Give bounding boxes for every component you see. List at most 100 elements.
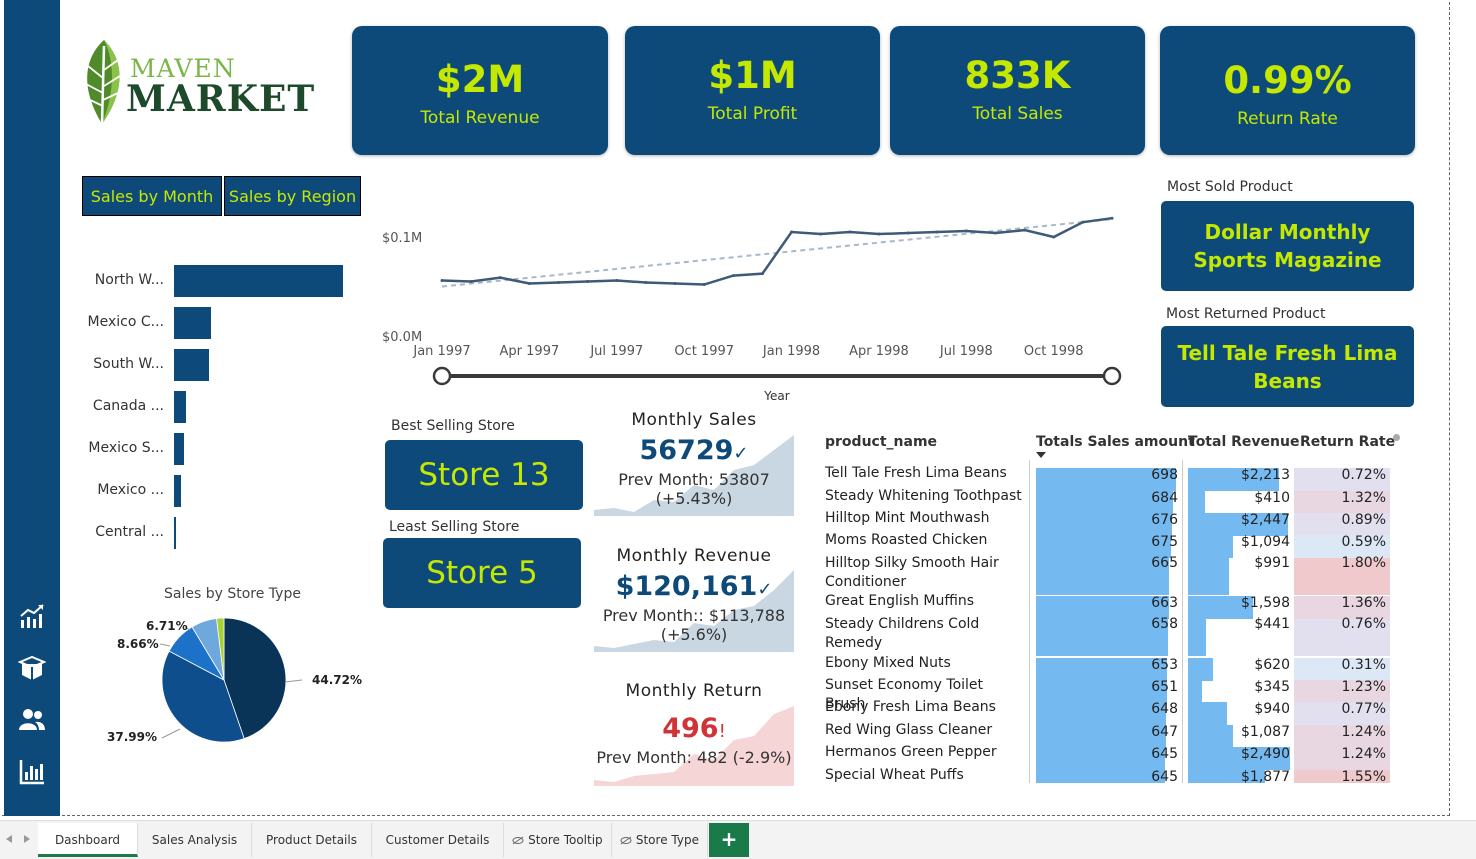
tab-scroll-left-icon[interactable] (6, 835, 12, 843)
region-bar[interactable] (174, 391, 186, 423)
line-point[interactable] (993, 231, 997, 235)
users-icon[interactable] (18, 706, 46, 734)
best-store-card: Store 13 (385, 440, 583, 510)
col-header-sales[interactable]: Totals Sales amount (1036, 434, 1195, 450)
tab-label: Customer Details (385, 833, 490, 847)
store-type-pie-chart[interactable]: 44.72% 37.99% 8.66% 6.71% (90, 605, 380, 780)
tab-sales-analysis[interactable]: Sales Analysis (138, 823, 252, 857)
region-label: Mexico C... (87, 314, 164, 330)
tab-label: Dashboard (54, 833, 121, 847)
sales-databar (1036, 702, 1166, 725)
region-bar[interactable] (174, 265, 343, 297)
line-point[interactable] (527, 282, 531, 286)
slider-end-handle[interactable] (1102, 366, 1122, 386)
card-value: 56729 (639, 435, 734, 466)
revenue-databar (1188, 680, 1203, 703)
region-bar[interactable] (174, 433, 185, 465)
line-point[interactable] (760, 272, 764, 276)
line-point[interactable] (440, 279, 444, 283)
pie-label: 6.71% (146, 619, 188, 633)
more-options-icon[interactable] (1393, 434, 1400, 441)
line-point[interactable] (848, 230, 852, 234)
return-rate-bg (1294, 702, 1390, 725)
line-point[interactable] (615, 279, 619, 283)
line-point[interactable] (877, 232, 881, 236)
return-rate-bg (1294, 725, 1390, 748)
line-point[interactable] (819, 232, 823, 236)
revenue-databar (1188, 747, 1290, 770)
tab-scroll-right-icon[interactable] (24, 835, 30, 843)
region-bar[interactable] (174, 349, 210, 381)
slider-start-handle[interactable] (432, 366, 452, 386)
product-name-cell: Steady Childrens Cold Remedy (825, 616, 980, 651)
sales-amount-cell: 658 (1151, 616, 1178, 632)
tab-customer-details[interactable]: Customer Details (372, 823, 504, 857)
kpi-label: Total Sales (972, 104, 1063, 124)
alert-icon: ! (718, 721, 726, 742)
tab-product-details[interactable]: Product Details (252, 823, 372, 857)
line-point[interactable] (906, 231, 910, 235)
line-point[interactable] (702, 283, 706, 287)
most-sold-label: Most Sold Product (1167, 179, 1293, 195)
region-bar[interactable] (174, 517, 176, 549)
tab-store-tooltip[interactable]: Store Tooltip (504, 823, 612, 857)
line-point[interactable] (731, 274, 735, 278)
sales-by-month-button[interactable]: Sales by Month (82, 176, 222, 216)
tab-store-type[interactable]: Store Type (612, 823, 708, 857)
line-point[interactable] (586, 280, 590, 284)
return-rate-cell: 0.72% (1341, 467, 1386, 483)
col-header-product[interactable]: product_name (825, 434, 938, 450)
pie-label: 37.99% (107, 730, 157, 744)
x-tick: Oct 1998 (1024, 344, 1084, 359)
revenue-databar (1188, 513, 1289, 536)
add-page-button[interactable]: + (709, 823, 749, 857)
product-name-cell: Ebony Mixed Nuts (825, 655, 951, 671)
logo-text-top: MAVEN (130, 54, 236, 83)
line-point[interactable] (935, 230, 939, 234)
trend-chart-icon[interactable] (18, 602, 46, 630)
region-bar[interactable] (174, 475, 181, 507)
return-rate-bg (1294, 658, 1390, 681)
line-point[interactable] (1110, 216, 1114, 220)
line-point[interactable] (964, 229, 968, 233)
line-point[interactable] (1052, 235, 1056, 239)
monthly-return-card: Monthly Return 496! Prev Month: 482 (-2.… (594, 681, 794, 767)
card-value: $120,161 (615, 571, 758, 602)
region-label: Mexico S... (88, 440, 164, 456)
pie-slice[interactable] (216, 617, 225, 681)
pie-slice[interactable] (223, 617, 287, 740)
region-label: Mexico ... (97, 482, 164, 498)
least-store-card: Store 5 (383, 538, 581, 608)
sales-by-month-line-chart[interactable]: $0.1M $0.0M Jan 1997 Apr 1997 Jul 1997 Oct … (370, 200, 1140, 410)
return-rate-bg (1294, 491, 1390, 514)
sales-databar (1036, 491, 1174, 514)
box-icon[interactable] (18, 654, 46, 682)
line-point[interactable] (1023, 228, 1027, 232)
pie-slice[interactable] (161, 650, 245, 743)
card-title: Monthly Return (625, 681, 763, 701)
line-point[interactable] (790, 230, 794, 234)
line-point[interactable] (673, 282, 677, 286)
leader-line (159, 643, 171, 647)
line-point[interactable] (557, 281, 561, 285)
kpi-total-sales: 833K Total Sales (890, 26, 1145, 155)
col-header-return-rate[interactable]: Return Rate (1300, 434, 1396, 450)
x-axis-title: Year (763, 389, 789, 403)
product-table[interactable]: product_name Totals Sales amount Total R… (820, 430, 1400, 783)
card-title: Monthly Revenue (616, 546, 772, 566)
bar-chart-icon[interactable] (18, 758, 46, 786)
return-rate-cell: 1.36% (1341, 595, 1386, 611)
line-point[interactable] (498, 276, 502, 280)
region-bar[interactable] (174, 307, 212, 339)
revenue-databar (1188, 558, 1229, 595)
tab-dashboard[interactable]: Dashboard (38, 823, 138, 857)
sales-by-region-button[interactable]: Sales by Region (224, 176, 361, 216)
sort-desc-icon[interactable] (1036, 452, 1046, 458)
line-point[interactable] (644, 281, 648, 285)
line-point[interactable] (469, 280, 473, 284)
revenue-databar (1188, 725, 1233, 748)
return-rate-cell: 0.59% (1341, 534, 1386, 550)
line-point[interactable] (1081, 220, 1085, 224)
monthly-sales-card: Monthly Sales 56729✓ Prev Month: 53807 (… (594, 410, 794, 508)
col-header-revenue[interactable]: Total Revenue (1188, 434, 1300, 450)
